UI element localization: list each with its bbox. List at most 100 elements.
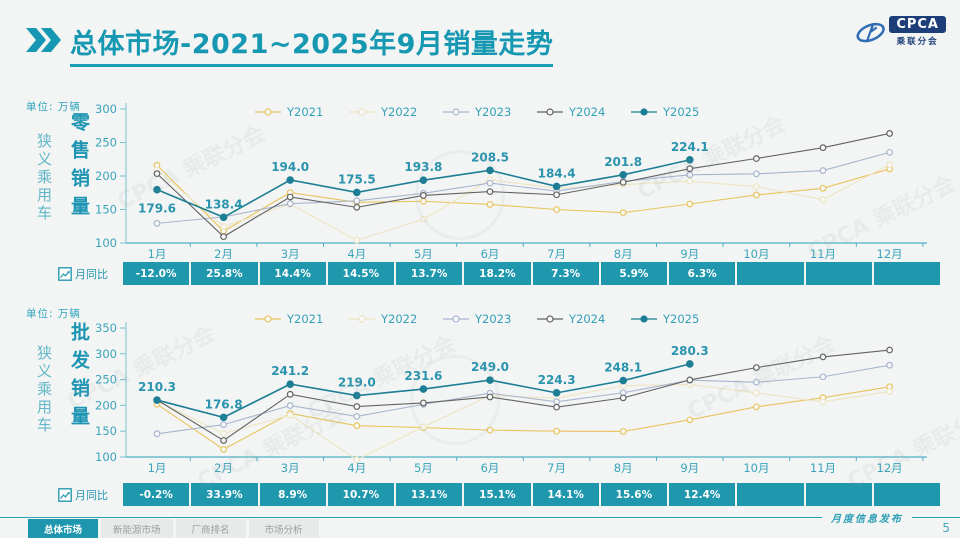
data-point-Y2025 bbox=[552, 182, 561, 191]
data-point-Y2024 bbox=[886, 346, 893, 354]
data-point-Y2025 bbox=[685, 360, 694, 368]
metric-label-wholesale: 批发销量 bbox=[68, 322, 90, 434]
legend-marker-Y2025 bbox=[640, 315, 648, 323]
data-point-Y2024 bbox=[753, 155, 760, 162]
yoy-cell: -0.2% bbox=[123, 483, 190, 506]
data-point-Y2022 bbox=[686, 177, 694, 185]
data-point-Y2024 bbox=[819, 353, 827, 361]
series-line-Y2024 bbox=[156, 132, 890, 238]
series-line-Y2022 bbox=[156, 164, 890, 241]
y-tick-label: 100 bbox=[95, 450, 117, 464]
data-point-Y2021 bbox=[353, 422, 361, 430]
value-label: 194.0 bbox=[271, 160, 309, 174]
yoy-cell bbox=[737, 262, 804, 285]
trend-chart-icon bbox=[58, 487, 72, 502]
yoy-cell bbox=[805, 262, 872, 285]
data-point-Y2022 bbox=[819, 398, 827, 406]
data-point-Y2023 bbox=[286, 402, 294, 409]
data-point-Y2021 bbox=[753, 191, 760, 199]
data-point-Y2025 bbox=[685, 156, 694, 164]
data-point-Y2023 bbox=[886, 361, 893, 369]
value-label: 280.3 bbox=[671, 344, 709, 358]
metric-label-retail: 零售销量 bbox=[68, 112, 90, 224]
yoy-cell: 10.7% bbox=[327, 483, 394, 506]
double-chevron-icon bbox=[26, 28, 61, 52]
x-tick-label: 4月 bbox=[347, 461, 366, 475]
data-point-Y2021 bbox=[553, 206, 561, 213]
x-tick-label: 7月 bbox=[547, 247, 566, 261]
data-point-Y2025 bbox=[419, 385, 428, 393]
yoy-label: 月同比 bbox=[58, 487, 121, 503]
tab-overall-market[interactable]: 总体市场 bbox=[28, 519, 98, 538]
y-tick-label: 200 bbox=[95, 169, 117, 183]
data-point-Y2025 bbox=[552, 389, 561, 397]
legend-label-Y2023: Y2023 bbox=[474, 105, 511, 119]
data-point-Y2021 bbox=[553, 427, 561, 435]
legend-label-Y2025: Y2025 bbox=[662, 312, 699, 326]
y-tick-label: 350 bbox=[95, 321, 117, 335]
x-tick-label: 10月 bbox=[743, 247, 769, 261]
legend-label-Y2022: Y2022 bbox=[380, 105, 417, 119]
data-point-Y2023 bbox=[220, 421, 228, 428]
value-label: 138.4 bbox=[205, 197, 243, 211]
data-point-Y2025 bbox=[286, 380, 295, 388]
data-point-Y2022 bbox=[286, 411, 294, 419]
value-label: 184.4 bbox=[538, 166, 576, 180]
y-tick-label: 200 bbox=[95, 398, 117, 412]
legend-marker-Y2022 bbox=[358, 108, 366, 116]
logo-text: CPCA bbox=[889, 15, 946, 33]
data-point-Y2021 bbox=[686, 200, 694, 208]
data-point-Y2022 bbox=[220, 223, 228, 230]
x-tick-label: 1月 bbox=[148, 247, 167, 261]
data-point-Y2023 bbox=[153, 430, 161, 438]
legend-label-Y2021: Y2021 bbox=[286, 105, 323, 119]
y-tick-label: 250 bbox=[95, 136, 117, 150]
y-tick-label: 150 bbox=[95, 424, 117, 438]
legend-label-Y2023: Y2023 bbox=[474, 312, 511, 326]
data-point-Y2025 bbox=[153, 396, 161, 404]
data-point-Y2022 bbox=[353, 236, 361, 244]
data-point-Y2021 bbox=[486, 201, 494, 208]
x-tick-label: 3月 bbox=[281, 247, 300, 261]
data-point-Y2022 bbox=[886, 388, 893, 395]
data-point-Y2024 bbox=[553, 191, 561, 199]
value-label: 224.3 bbox=[538, 373, 576, 387]
footer-divider bbox=[0, 517, 960, 518]
cpca-logo: CPCA 乘联分会 bbox=[853, 14, 946, 48]
legend-label-Y2021: Y2021 bbox=[286, 312, 323, 326]
data-point-Y2022 bbox=[353, 456, 361, 464]
data-point-Y2025 bbox=[153, 185, 161, 194]
data-point-Y2021 bbox=[420, 197, 427, 205]
data-point-Y2021 bbox=[486, 426, 494, 434]
trend-chart-icon bbox=[58, 266, 72, 281]
value-label: 201.8 bbox=[604, 155, 642, 169]
yoy-cell: 14.4% bbox=[259, 262, 326, 285]
yoy-cell: 15.1% bbox=[464, 483, 531, 506]
data-point-Y2025 bbox=[619, 376, 628, 385]
data-point-Y2024 bbox=[286, 390, 294, 398]
yoy-cell: 6.3% bbox=[669, 262, 736, 285]
data-point-Y2023 bbox=[153, 219, 161, 227]
x-tick-label: 11月 bbox=[810, 247, 836, 261]
data-point-Y2024 bbox=[686, 376, 694, 384]
data-point-Y2022 bbox=[886, 161, 893, 169]
series-line-Y2021 bbox=[156, 386, 890, 451]
x-tick-label: 1月 bbox=[148, 461, 167, 475]
value-label: 249.0 bbox=[471, 360, 509, 374]
y-tick-label: 300 bbox=[95, 347, 117, 361]
data-point-Y2023 bbox=[753, 378, 760, 386]
data-point-Y2023 bbox=[819, 373, 827, 381]
tab-oem-ranking[interactable]: 厂商排名 bbox=[175, 519, 246, 538]
value-label: 208.5 bbox=[471, 150, 509, 164]
data-point-Y2023 bbox=[353, 197, 361, 205]
yoy-row-retail: 月同比 -12.0% 25.8% 14.4% 14.5% 13.7% 18.2% 7.3% 5… bbox=[58, 262, 940, 285]
legend-label-Y2022: Y2022 bbox=[380, 312, 417, 326]
tab-market-analysis[interactable]: 市场分析 bbox=[248, 519, 319, 538]
data-point-Y2024 bbox=[220, 437, 228, 444]
x-tick-label: 5月 bbox=[414, 247, 433, 261]
data-point-Y2025 bbox=[352, 391, 361, 400]
yoy-cell: -12.0% bbox=[123, 262, 190, 285]
tab-nev-market[interactable]: 新能源市场 bbox=[101, 519, 173, 538]
value-label: 175.5 bbox=[338, 172, 376, 186]
